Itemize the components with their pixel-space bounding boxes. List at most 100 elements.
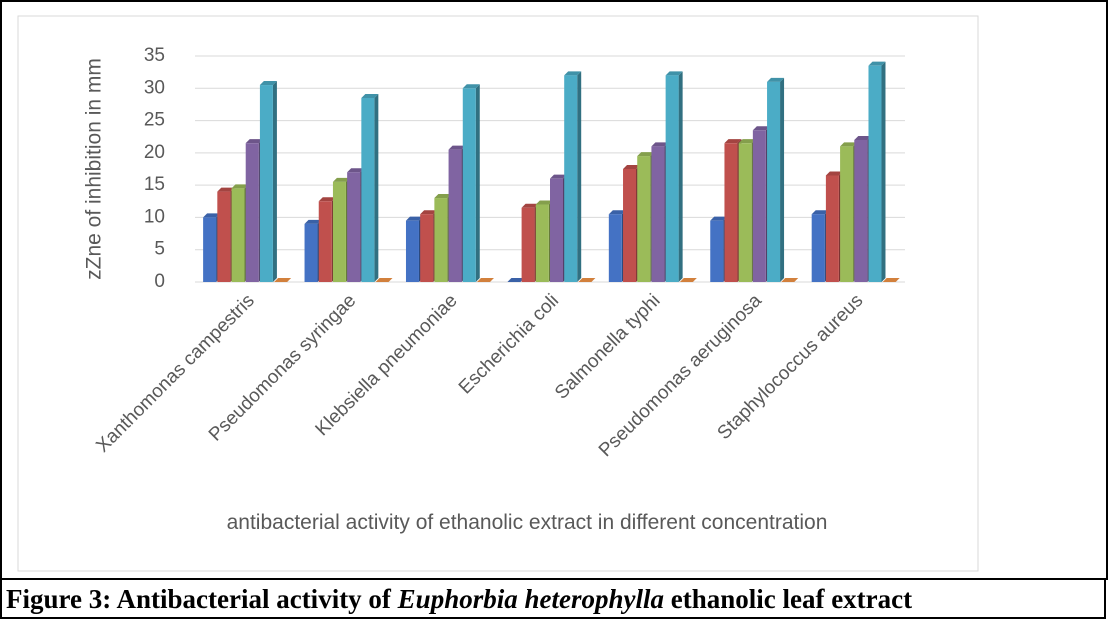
bar [259,85,273,282]
y-axis-title: zZne of inhibition in mm [83,58,106,280]
bar [434,198,448,282]
bar-top [318,197,336,202]
bar [304,223,318,282]
bar [550,178,563,282]
bar-top [710,216,728,221]
bar-top [259,81,277,86]
bar-top [217,187,235,192]
y-tick-label: 20 [144,142,165,163]
bar [623,169,637,282]
bar [840,146,854,282]
figure-caption: Figure 3: Antibacterial activity of Euph… [0,578,1106,619]
bar [318,201,332,282]
bar-top [476,278,494,282]
y-tick-label: 10 [144,206,165,227]
bar-top [347,168,365,173]
bar [231,188,245,282]
y-tick-label: 15 [144,174,165,195]
bar-top [781,278,799,282]
bar-top [738,139,756,144]
bar-top [623,165,641,169]
bar [405,220,419,282]
bar [448,149,462,282]
bar-side [577,71,582,282]
bar-top [274,278,292,282]
bar [710,220,724,282]
bar-side [475,84,480,283]
y-tick-label: 0 [154,271,165,292]
bar-side [881,61,886,282]
bar [825,175,839,282]
bar [332,181,346,282]
bar-top [535,200,553,205]
bar-top [203,213,221,218]
bar-top [578,278,596,282]
bar-top [462,84,480,89]
x-tick-label: Salmonella typhi [551,290,664,403]
bar [535,204,549,282]
bar-top [375,278,393,282]
bar-top [608,210,626,215]
bar-top [679,278,697,282]
bar-top [550,174,567,179]
bar-top [231,184,249,189]
bar [361,97,375,282]
bar-top [868,61,886,66]
caption-prefix: Figure 3: Antibacterial activity of [6,584,398,614]
bar-top [245,139,263,144]
x-tick-label: Pseudomonas aeruginosa [595,290,766,461]
bar [608,214,622,282]
bar [854,139,868,282]
caption-suffix: ethanolic leaf extract [663,584,913,614]
chart-frame [0,0,1108,580]
bar [217,191,231,282]
bar-top [767,77,785,82]
y-tick-label: 35 [144,45,165,66]
bar [811,214,825,282]
bar-top [332,177,350,182]
bar-top [854,135,872,140]
bar-top [840,142,858,147]
x-tick-label: Escherichia coli [455,290,563,398]
bar-top [882,278,900,282]
bar [203,217,217,282]
bar-top [521,203,539,208]
bar [868,65,882,282]
bar-side [374,93,379,282]
bar [564,75,578,282]
bar [724,143,738,282]
bar-top [811,210,829,215]
bar-side [780,77,785,282]
y-tick-label: 30 [144,77,165,98]
bar [637,156,651,282]
bar-top [420,210,438,215]
bar-side [272,81,277,282]
bar-top [665,71,683,76]
bar-top [448,145,466,150]
bar [752,130,766,282]
y-tick-label: 25 [144,110,165,131]
bar-side [678,71,683,282]
bar-top [564,71,582,76]
plot-frame [17,15,979,572]
bar [665,75,679,282]
bar [462,88,476,283]
bar [420,214,434,282]
bar-top [724,139,742,144]
bar-top [405,216,423,221]
bar [738,143,752,282]
bar-top [752,126,770,131]
bar-top [651,142,669,147]
bar-top [434,194,452,199]
y-tick-label: 5 [154,239,165,260]
bar [767,81,781,282]
bar [347,172,361,282]
bar-top [637,152,655,157]
bar-top [825,171,843,176]
bar [521,207,535,282]
bar [651,146,665,282]
chart: zZne of inhibition in mm antibacterial a… [0,0,1108,580]
bar-top [361,93,379,98]
x-tick-label: Xanthomonas campestris [92,290,258,456]
